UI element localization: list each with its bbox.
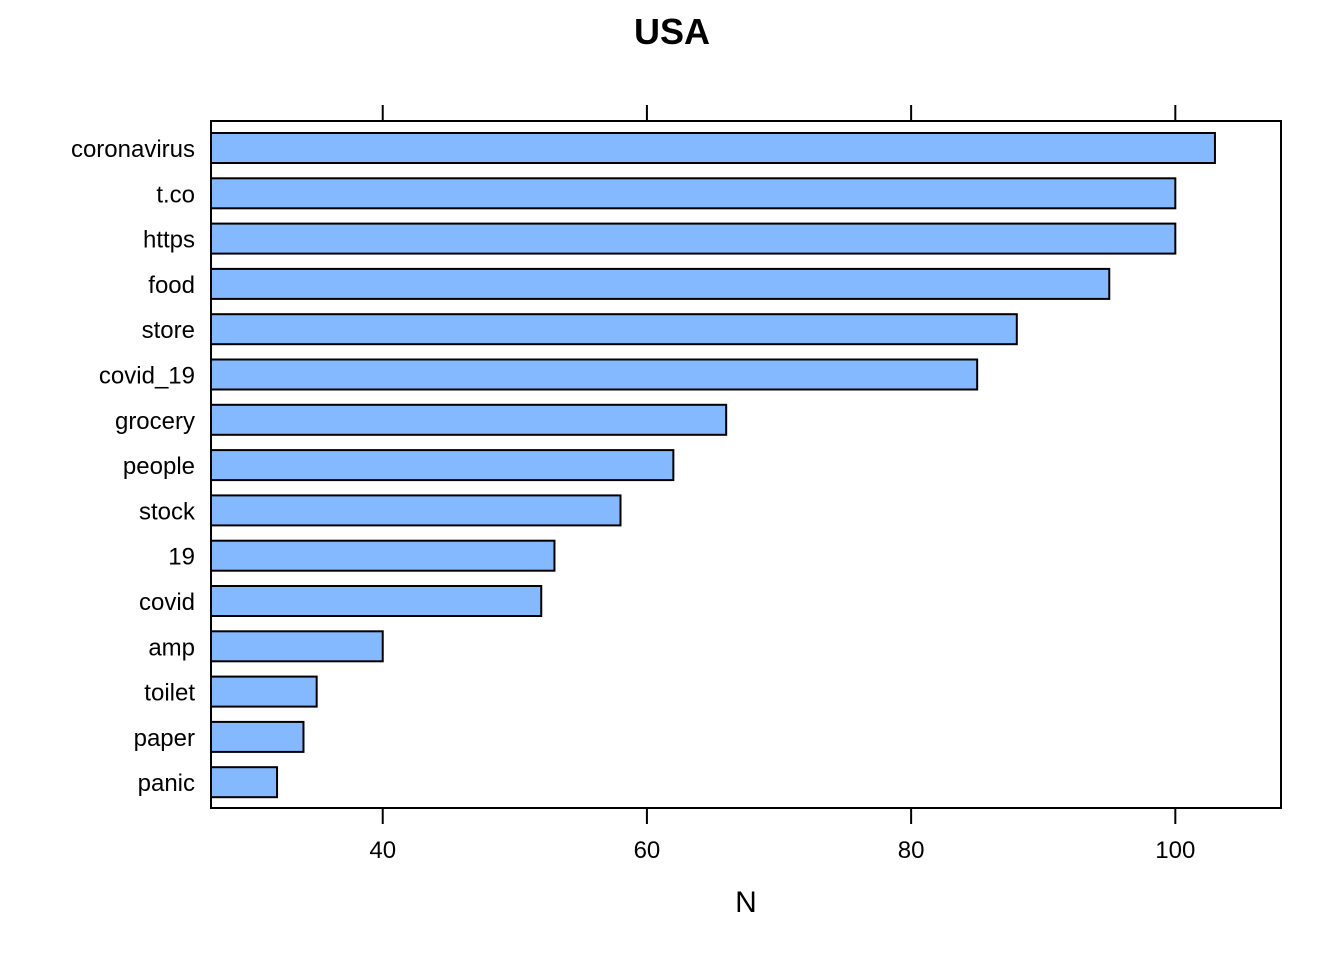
category-label: https	[143, 227, 195, 254]
chart-title: USA	[634, 11, 710, 52]
bar-store	[210, 313, 1018, 346]
category-label: stock	[139, 498, 196, 525]
category-label: paper	[134, 725, 195, 752]
bar-panic	[210, 766, 279, 799]
category-label: toilet	[144, 680, 195, 707]
category-label: grocery	[115, 408, 195, 435]
category-label: people	[123, 453, 195, 480]
x-tick-label: 40	[369, 837, 396, 864]
bar-covid	[210, 585, 543, 617]
bar-grocery	[210, 403, 728, 436]
bar-paper	[210, 720, 305, 753]
category-label: food	[148, 272, 195, 299]
bar-toilet	[210, 675, 318, 708]
x-axis-label: N	[735, 886, 757, 919]
bar-food	[210, 267, 1111, 300]
bar-coronavirus	[210, 132, 1216, 164]
x-tick-label: 80	[898, 837, 925, 864]
category-labels-group: coronavirus t.co https food store covid_19gro…	[71, 136, 196, 797]
bar-stock	[210, 494, 622, 527]
category-label: store	[142, 317, 195, 344]
bar-people	[210, 449, 675, 482]
category-label: t.co	[156, 181, 195, 208]
x-tick-label: 60	[634, 837, 661, 864]
bar-amp	[210, 630, 384, 663]
category-label: amp	[148, 634, 195, 661]
bar-https	[210, 222, 1177, 255]
bar-19	[210, 539, 556, 572]
category-label: covid_19	[99, 363, 195, 390]
bars-group	[210, 132, 1216, 799]
category-label: covid	[139, 589, 195, 616]
bar-t-co	[210, 177, 1177, 210]
x-ticks-group: 40 60 80 100	[369, 105, 1195, 864]
category-label: coronavirus	[71, 136, 195, 163]
x-tick-label: 100	[1155, 837, 1195, 864]
category-label: 19	[168, 544, 195, 571]
plot-frame	[210, 120, 1282, 809]
bar-covid-19	[210, 358, 979, 391]
category-label: panic	[138, 770, 195, 797]
